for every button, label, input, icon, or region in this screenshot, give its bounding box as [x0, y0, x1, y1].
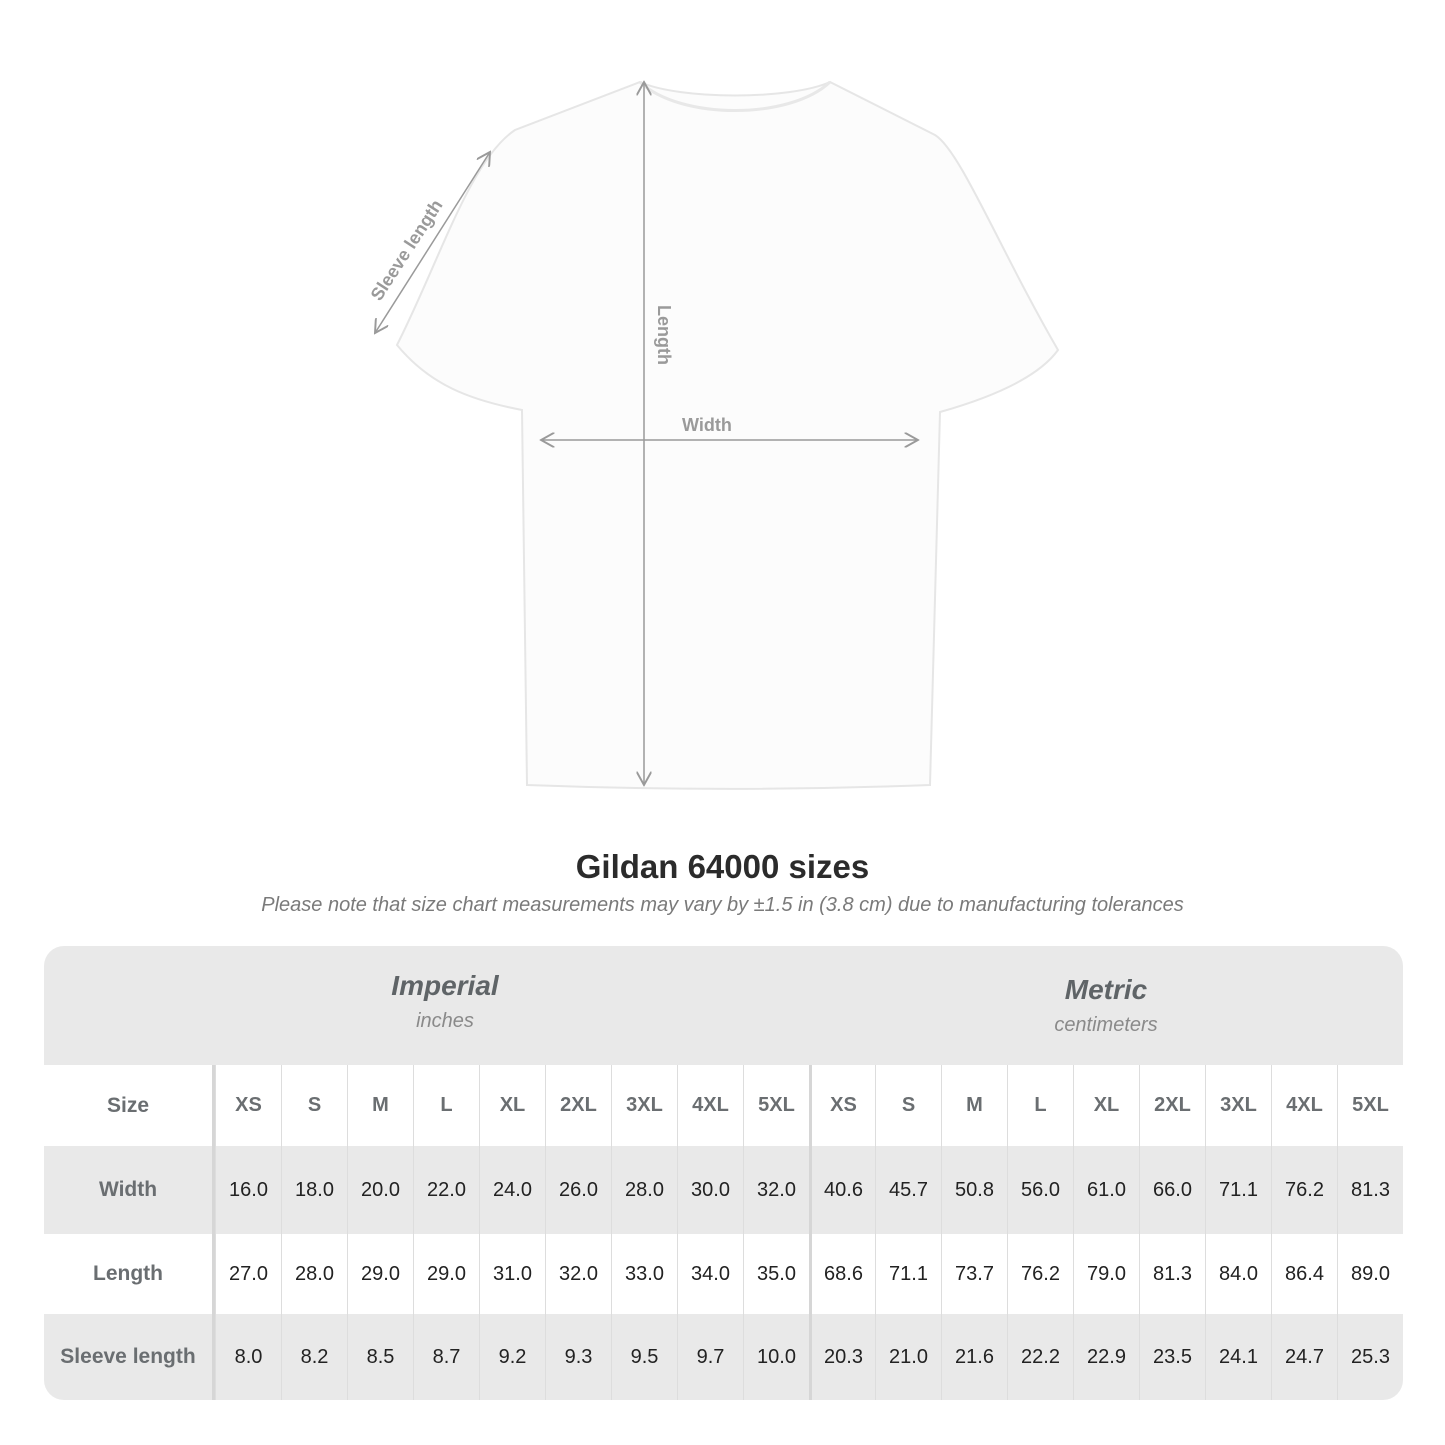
- metric-cell: 61.0: [1073, 1146, 1139, 1234]
- length-label: Length: [654, 305, 674, 365]
- imperial-cell: 2XL: [545, 1065, 611, 1146]
- width-label: Width: [682, 415, 732, 435]
- metric-cell: 3XL: [1205, 1065, 1271, 1146]
- imperial-cell: 9.7: [677, 1314, 743, 1400]
- metric-cell: 56.0: [1007, 1146, 1073, 1234]
- metric-cell: 68.6: [809, 1234, 875, 1314]
- metric-cell: 45.7: [875, 1146, 941, 1234]
- size-table: Imperial inches Metric centimeters Size X…: [44, 946, 1403, 1400]
- imperial-cell: 16.0: [215, 1146, 281, 1234]
- metric-cell: 24.1: [1205, 1314, 1271, 1400]
- metric-cell: S: [875, 1065, 941, 1146]
- metric-cell: 25.3: [1337, 1314, 1403, 1400]
- sleeve-line: [375, 152, 490, 333]
- imperial-cell: 9.5: [611, 1314, 677, 1400]
- metric-cell: 86.4: [1271, 1234, 1337, 1314]
- metric-cell: 22.2: [1007, 1314, 1073, 1400]
- imperial-cell: 8.7: [413, 1314, 479, 1400]
- imperial-cell: 30.0: [677, 1146, 743, 1234]
- metric-cell: 66.0: [1139, 1146, 1205, 1234]
- imperial-unit: inches: [416, 1010, 474, 1032]
- imperial-cell: 33.0: [611, 1234, 677, 1314]
- metric-cell: 84.0: [1205, 1234, 1271, 1314]
- row-label: Width: [44, 1146, 215, 1234]
- metric-cell: 79.0: [1073, 1234, 1139, 1314]
- imperial-cell: M: [347, 1065, 413, 1146]
- imperial-cell: 29.0: [413, 1234, 479, 1314]
- imperial-cell: 34.0: [677, 1234, 743, 1314]
- metric-cell: 76.2: [1271, 1146, 1337, 1234]
- tshirt-shape: [395, 80, 1060, 790]
- metric-cell: L: [1007, 1065, 1073, 1146]
- metric-cell: 21.6: [941, 1314, 1007, 1400]
- metric-cell: 71.1: [875, 1234, 941, 1314]
- page-title: Gildan 64000 sizes: [575, 848, 870, 885]
- metric-heading: Metric: [1064, 974, 1148, 1005]
- imperial-cell: 18.0: [281, 1146, 347, 1234]
- size-header-row: Size XS S M L XL 2XL 3XL 4XL 5XL XS S M L XL 2XL 3XL 4XL 5…: [44, 1065, 1403, 1146]
- row-label: Sleeve length: [44, 1314, 215, 1400]
- metric-cell: 76.2: [1007, 1234, 1073, 1314]
- imperial-cell: 31.0: [479, 1234, 545, 1314]
- tolerance-note: Please note that size chart measurements…: [261, 894, 1184, 916]
- metric-group: Metric centimeters: [809, 946, 1403, 1063]
- imperial-cell: 24.0: [479, 1146, 545, 1234]
- imperial-heading: Imperial: [391, 970, 499, 1001]
- table-row-width: Width 16.0 18.0 20.0 22.0 24.0 26.0 28.0 30.0 32.…: [44, 1146, 1403, 1234]
- imperial-cell: 9.2: [479, 1314, 545, 1400]
- metric-cell: 89.0: [1337, 1234, 1403, 1314]
- metric-cell: 23.5: [1139, 1314, 1205, 1400]
- metric-cell: 2XL: [1139, 1065, 1205, 1146]
- metric-unit: centimeters: [1054, 1014, 1158, 1036]
- metric-cell: XL: [1073, 1065, 1139, 1146]
- metric-cell: 5XL: [1337, 1065, 1403, 1146]
- imperial-cell: XS: [215, 1065, 281, 1146]
- metric-cell: 21.0: [875, 1314, 941, 1400]
- imperial-cell: 9.3: [545, 1314, 611, 1400]
- imperial-cell: L: [413, 1065, 479, 1146]
- table-row-sleeve-length: Sleeve length 8.0 8.2 8.5 8.7 9.2 9.3 9.5 9.7 10.…: [44, 1314, 1403, 1400]
- imperial-cell: 8.5: [347, 1314, 413, 1400]
- imperial-cell: 28.0: [281, 1234, 347, 1314]
- metric-cell: 73.7: [941, 1234, 1007, 1314]
- imperial-cell: 29.0: [347, 1234, 413, 1314]
- imperial-cell: 27.0: [215, 1234, 281, 1314]
- imperial-cell: 20.0: [347, 1146, 413, 1234]
- metric-cell: 50.8: [941, 1146, 1007, 1234]
- imperial-cell: 8.0: [215, 1314, 281, 1400]
- imperial-cell: 5XL: [743, 1065, 809, 1146]
- metric-cell: 71.1: [1205, 1146, 1271, 1234]
- table-row-length: Length 27.0 28.0 29.0 29.0 31.0 32.0 33.0 34.0 35…: [44, 1234, 1403, 1314]
- imperial-cell: 26.0: [545, 1146, 611, 1234]
- imperial-cell: 22.0: [413, 1146, 479, 1234]
- imperial-cell: 32.0: [545, 1234, 611, 1314]
- imperial-group: Imperial inches: [215, 946, 675, 1063]
- metric-cell: 4XL: [1271, 1065, 1337, 1146]
- metric-cell: 81.3: [1139, 1234, 1205, 1314]
- metric-cell: 81.3: [1337, 1146, 1403, 1234]
- row-label: Length: [44, 1234, 215, 1314]
- imperial-cell: 28.0: [611, 1146, 677, 1234]
- imperial-cell: S: [281, 1065, 347, 1146]
- tshirt-diagram: Sleeve length Length Width: [367, 0, 1060, 790]
- imperial-cell: 35.0: [743, 1234, 809, 1314]
- row-label: Size: [44, 1065, 215, 1146]
- metric-cell: 22.9: [1073, 1314, 1139, 1400]
- metric-cell: XS: [809, 1065, 875, 1146]
- imperial-cell: 3XL: [611, 1065, 677, 1146]
- imperial-cell: 10.0: [743, 1314, 809, 1400]
- imperial-cell: XL: [479, 1065, 545, 1146]
- metric-cell: 40.6: [809, 1146, 875, 1234]
- metric-cell: 24.7: [1271, 1314, 1337, 1400]
- metric-cell: M: [941, 1065, 1007, 1146]
- metric-cell: 20.3: [809, 1314, 875, 1400]
- imperial-cell: 32.0: [743, 1146, 809, 1234]
- imperial-cell: 4XL: [677, 1065, 743, 1146]
- imperial-cell: 8.2: [281, 1314, 347, 1400]
